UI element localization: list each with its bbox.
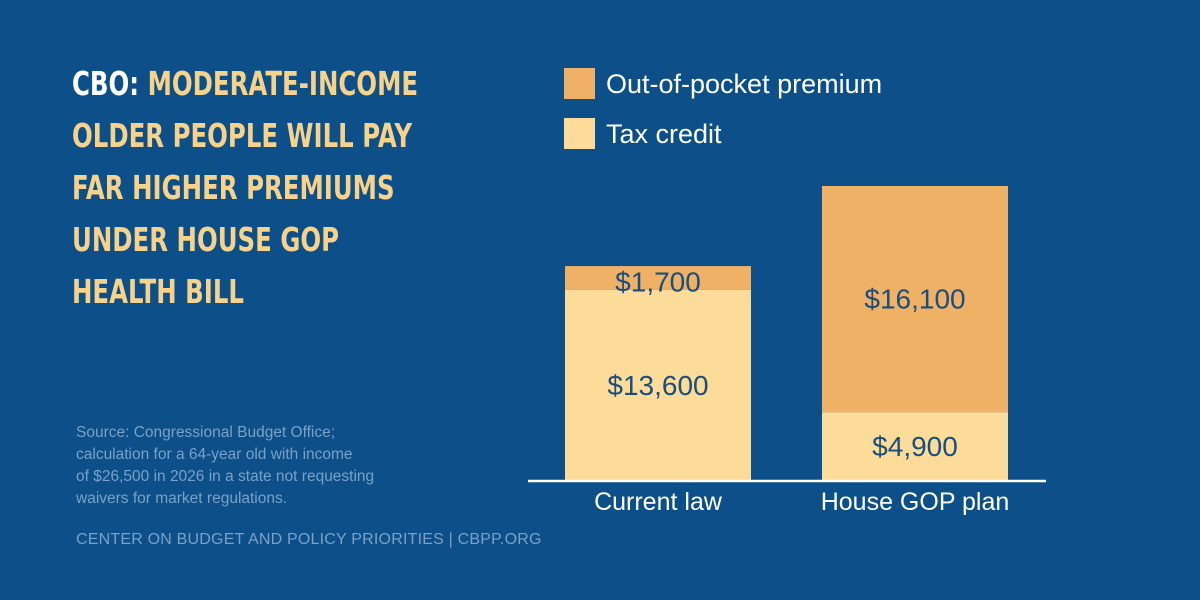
headline-line: Under House GOP	[72, 220, 340, 259]
bar-tax-credit-current-law	[565, 289, 751, 481]
headline-line: Far Higher Premiums	[72, 168, 395, 207]
bar-out-of-pocket-premium-current-law	[565, 266, 751, 290]
legend-label-tax-credit: Tax credit	[606, 119, 722, 149]
headline-line: Older People Will Pay	[72, 116, 413, 155]
legend-swatch-out-of-pocket	[564, 68, 595, 99]
footer-credit: CENTER ON BUDGET AND POLICY PRIORITIES |…	[76, 531, 542, 548]
data-label-tax-credit-current-law: $13,600	[607, 370, 708, 401]
category-label-current-law: Current law	[594, 488, 723, 516]
source-line: waivers for market regulations.	[76, 490, 288, 507]
headline-line: Health Bill	[72, 272, 244, 311]
data-label-out-of-pocket-premium-current-law: $1,700	[615, 267, 701, 298]
bar-out-of-pocket-premium-house-gop-plan	[822, 186, 1008, 413]
category-label-house-gop-plan: House GOP plan	[821, 488, 1010, 516]
headline: CBO: Moderate-Income Older People Will P…	[72, 58, 418, 318]
legend-swatch-tax-credit	[564, 118, 595, 149]
source-line: Source: Congressional Budget Office;	[76, 424, 336, 441]
data-label-out-of-pocket-premium-house-gop-plan: $16,100	[864, 284, 965, 315]
legend-label-out-of-pocket: Out-of-pocket premium	[606, 69, 883, 99]
source-line: calculation for a 64-year old with incom…	[76, 446, 353, 463]
headline-text: Moderate-Income	[147, 64, 419, 103]
bar-tax-credit-house-gop-plan	[822, 412, 1008, 481]
headline-line: CBO: Moderate-Income	[72, 58, 418, 110]
source-note: Source: Congressional Budget Office; cal…	[76, 422, 436, 510]
headline-lead: CBO:	[72, 64, 140, 103]
source-line: of $26,500 in 2026 in a state not reques…	[76, 468, 375, 485]
data-label-tax-credit-house-gop-plan: $4,900	[872, 431, 958, 462]
